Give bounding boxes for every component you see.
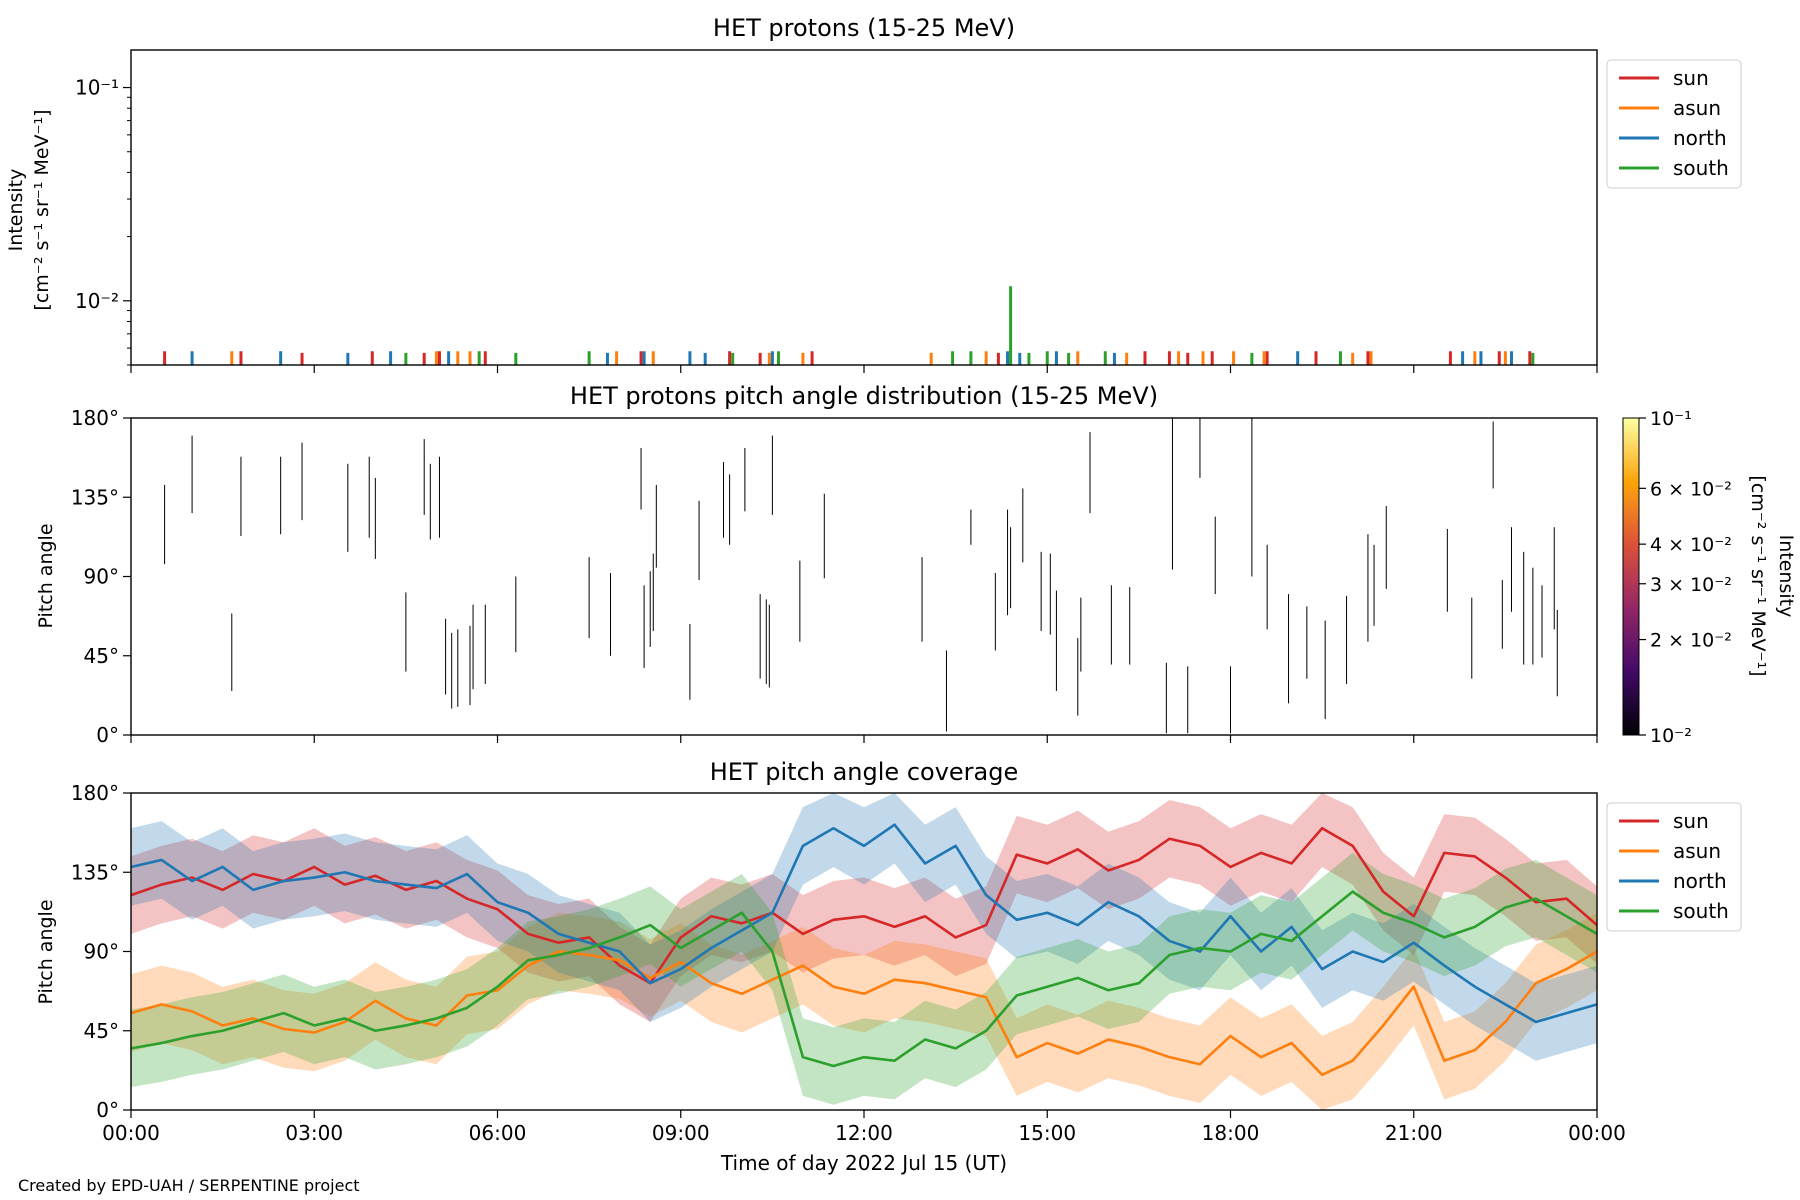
x-axis-label: Time of day 2022 Jul 15 (UT) (720, 1151, 1007, 1175)
panel1-ytick-label: 10⁻² (75, 289, 119, 313)
colorbar-tick-label: 2 × 10⁻² (1650, 630, 1732, 652)
legend-sun-label: sun (1673, 809, 1709, 833)
panel3-lines (130, 823, 1598, 1077)
x-tick-label: 21:00 (1385, 1121, 1443, 1145)
x-tick-label: 06:00 (469, 1121, 527, 1145)
legend-south-label: south (1673, 899, 1729, 923)
colorbar-tick-label: 10⁻¹ (1650, 408, 1692, 430)
panel2-ylabel: Pitch angle (35, 523, 57, 628)
panel-intensity: HET protons (15-25 MeV) 10⁻² 10⁻¹ Intensi… (5, 14, 1742, 373)
panel1-ytick-label: 10⁻¹ (75, 76, 119, 100)
credit-text: Created by EPD-UAH / SERPENTINE project (18, 1176, 360, 1195)
colorbar-label-units: [cm⁻² s⁻¹ sr⁻¹ MeV⁻¹] (1747, 475, 1769, 676)
panel3-ytick-label: 45° (84, 1019, 119, 1043)
colorbar-tick-label: 10⁻² (1650, 725, 1692, 747)
panel1-title: HET protons (15-25 MeV) (713, 14, 1015, 42)
coverage-line-north (130, 823, 1598, 1024)
coverage-band-sun (131, 793, 1597, 1022)
coverage-line-asun (130, 950, 1598, 1077)
panel3-title: HET pitch angle coverage (710, 758, 1018, 786)
panel1-legend: sun asun north south (1606, 59, 1742, 189)
panel2-ticks: 0° 45° 90° 135° 180° (71, 406, 1598, 747)
panel3-bands (131, 793, 1597, 1110)
legend-frame (1606, 802, 1742, 932)
panel2-ytick-label: 0° (96, 723, 119, 747)
x-tick-label: 12:00 (835, 1121, 893, 1145)
panel-pitch-angle-coverage: HET pitch angle coverage 0° 45° 90° 135° 180… (35, 758, 1742, 1175)
panel2-segments (164, 418, 1558, 734)
panel1-ylabel-line2: [cm⁻² s⁻¹ sr⁻¹ MeV⁻¹] (31, 109, 53, 310)
coverage-line-sun (130, 826, 1598, 985)
panel-pitch-angle-distribution: HET protons pitch angle distribution (15… (35, 382, 1797, 747)
legend-frame (1606, 59, 1742, 189)
coverage-band-asun (131, 912, 1597, 1110)
x-tick-label: 15:00 (1018, 1121, 1076, 1145)
x-tick-label: 00:00 (102, 1121, 160, 1145)
colorbar-ticks: 10⁻² 10⁻¹ 2 × 10⁻² 3 × 10⁻² 4 × 10⁻² 6 × 10⁻² (1639, 408, 1732, 747)
legend-asun-label: asun (1673, 839, 1721, 863)
panel3-ylabel: Pitch angle (35, 899, 57, 1004)
coverage-line-south (130, 890, 1598, 1068)
panel3-ytick-label: 0° (96, 1098, 119, 1122)
panel3-ytick-label: 135° (71, 860, 119, 884)
x-tick-label: 03:00 (285, 1121, 343, 1145)
panel3-ytick-label: 180° (71, 781, 119, 805)
panel1-ticks: 10⁻² 10⁻¹ (75, 76, 1598, 373)
panel2-ytick-label: 135° (71, 485, 119, 509)
legend-north-label: north (1673, 869, 1727, 893)
legend-north-label: north (1673, 126, 1727, 150)
panel3-axes-frame (130, 792, 1598, 1111)
panel3-legend: sun asun north south (1606, 802, 1742, 932)
panel3-ytick-label: 90° (84, 940, 119, 964)
colorbar-tick-label: 3 × 10⁻² (1650, 574, 1732, 596)
colorbar-label: Intensity (1775, 535, 1797, 618)
x-axis-ticks: 00:00 03:00 06:00 09:00 12:00 15:00 18:00 21:00… (102, 1121, 1626, 1145)
panel1-ylabel-line1: Intensity (5, 169, 27, 252)
panel1-bars (163, 286, 1535, 365)
legend-sun-label: sun (1673, 66, 1709, 90)
x-tick-label: 18:00 (1202, 1121, 1260, 1145)
panel2-ytick-label: 180° (71, 406, 119, 430)
panel2-axes-frame (130, 417, 1598, 736)
colorbar (1622, 417, 1640, 736)
legend-south-label: south (1673, 156, 1729, 180)
panel3-ticks: 0° 45° 90° 135° 180° (71, 781, 1598, 1122)
legend-asun-label: asun (1673, 96, 1721, 120)
panel1-axes-frame (130, 49, 1598, 366)
colorbar-tick-label: 6 × 10⁻² (1650, 478, 1732, 500)
x-tick-label: 00:00 (1568, 1121, 1626, 1145)
panel2-title: HET protons pitch angle distribution (15… (570, 382, 1158, 410)
x-tick-label: 09:00 (652, 1121, 710, 1145)
panel2-ytick-label: 45° (84, 644, 119, 668)
panel2-ytick-label: 90° (84, 565, 119, 589)
colorbar-tick-label: 4 × 10⁻² (1650, 534, 1732, 556)
